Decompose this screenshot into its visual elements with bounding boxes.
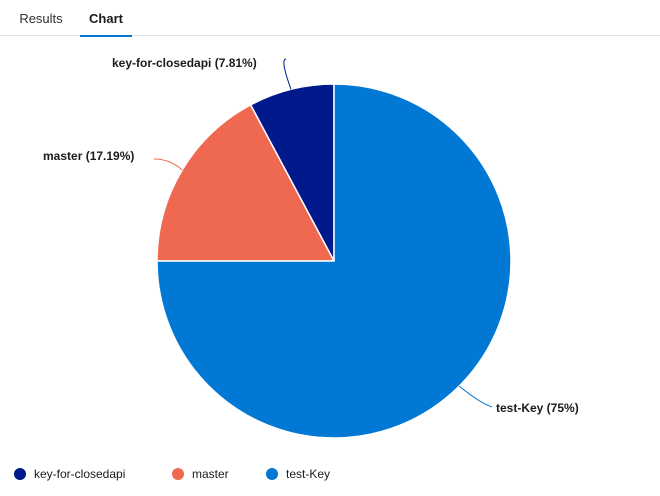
leader-line [153, 158, 183, 171]
legend-label: test-Key [286, 467, 331, 481]
tab-results[interactable]: Results [19, 11, 63, 26]
data-label-test-key: test-Key (75%) [496, 401, 579, 415]
leader-line [458, 385, 493, 408]
data-label-key-for-closedapi: key-for-closedapi (7.81%) [112, 56, 257, 70]
legend-marker [14, 468, 26, 480]
tab-chart[interactable]: Chart [80, 0, 132, 37]
leader-line [283, 58, 292, 90]
data-label-master: master (17.19%) [43, 149, 134, 163]
legend-label: key-for-closedapi [34, 467, 126, 481]
legend-marker [266, 468, 278, 480]
pie-chart: key-for-closedapi (7.81%) master (17.19%)… [43, 56, 579, 439]
legend-label: master [192, 467, 229, 481]
tab-bar: Results Chart [0, 0, 660, 37]
legend-marker [172, 468, 184, 480]
